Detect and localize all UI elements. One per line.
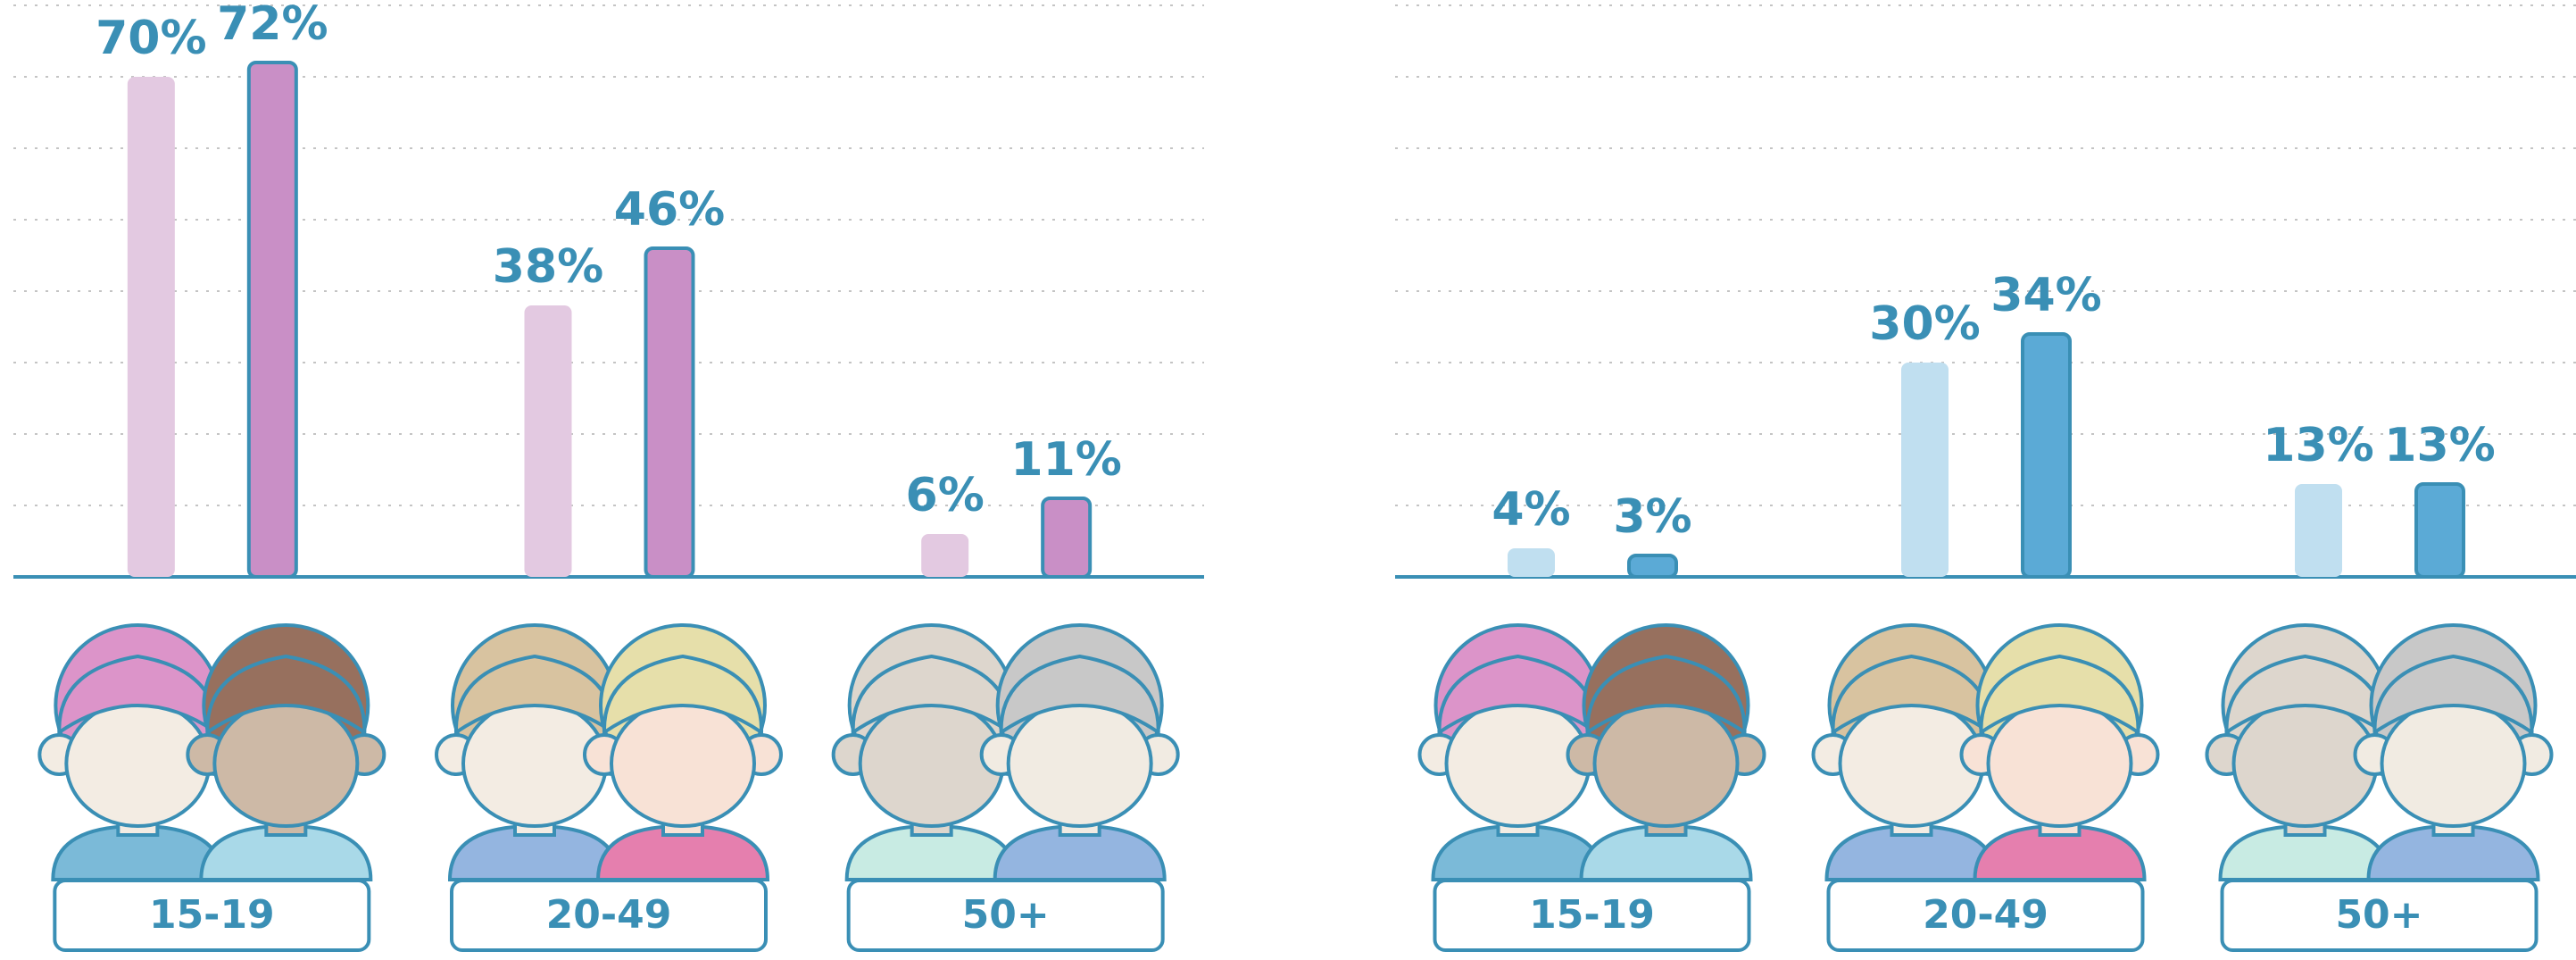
person-face <box>214 701 357 826</box>
person-face <box>1841 701 1983 826</box>
x-tick-label: 15-19 <box>149 892 275 938</box>
bar <box>2416 484 2464 577</box>
x-tick-label: 50+ <box>2335 892 2422 938</box>
value-label: 46% <box>614 183 725 237</box>
bar <box>1508 548 1555 577</box>
person-face <box>463 701 606 826</box>
value-label: 38% <box>493 240 603 294</box>
value-label: 11% <box>1010 433 1121 487</box>
x-tick-label: 15-19 <box>1529 892 1655 938</box>
bar <box>1901 363 1949 577</box>
value-label: 3% <box>1613 490 1691 544</box>
value-label: 70% <box>96 12 206 65</box>
bar <box>1043 498 1090 577</box>
value-label: 6% <box>906 469 985 522</box>
value-label: 30% <box>1869 297 1980 351</box>
value-label: 34% <box>1990 269 2101 322</box>
value-label: 4% <box>1492 483 1570 537</box>
value-label: 72% <box>217 0 328 51</box>
bar <box>2023 334 2070 577</box>
person-face <box>2234 701 2377 826</box>
person-face <box>2382 701 2525 826</box>
bar <box>646 248 694 577</box>
person-face <box>860 701 1003 826</box>
value-label: 13% <box>2384 419 2495 472</box>
x-tick-label: 20-49 <box>546 892 672 938</box>
bar <box>921 534 968 577</box>
person-face <box>611 701 754 826</box>
person-face <box>66 701 209 826</box>
value-label: 13% <box>2263 419 2373 472</box>
bar <box>1629 555 1676 577</box>
person-face <box>1009 701 1151 826</box>
bar <box>128 77 175 577</box>
x-tick-label: 20-49 <box>1923 892 2048 938</box>
person-face <box>1989 701 2131 826</box>
x-tick-label: 50+ <box>962 892 1050 938</box>
person-face <box>1595 701 1738 826</box>
page: 15-19 70%72% 20-49 38%46% 50+ 6% 11% 15-19 4% 3% 2… <box>0 0 2576 960</box>
bar <box>2295 484 2342 577</box>
bar <box>249 63 296 577</box>
person-face <box>1447 701 1590 826</box>
bar <box>525 305 572 577</box>
